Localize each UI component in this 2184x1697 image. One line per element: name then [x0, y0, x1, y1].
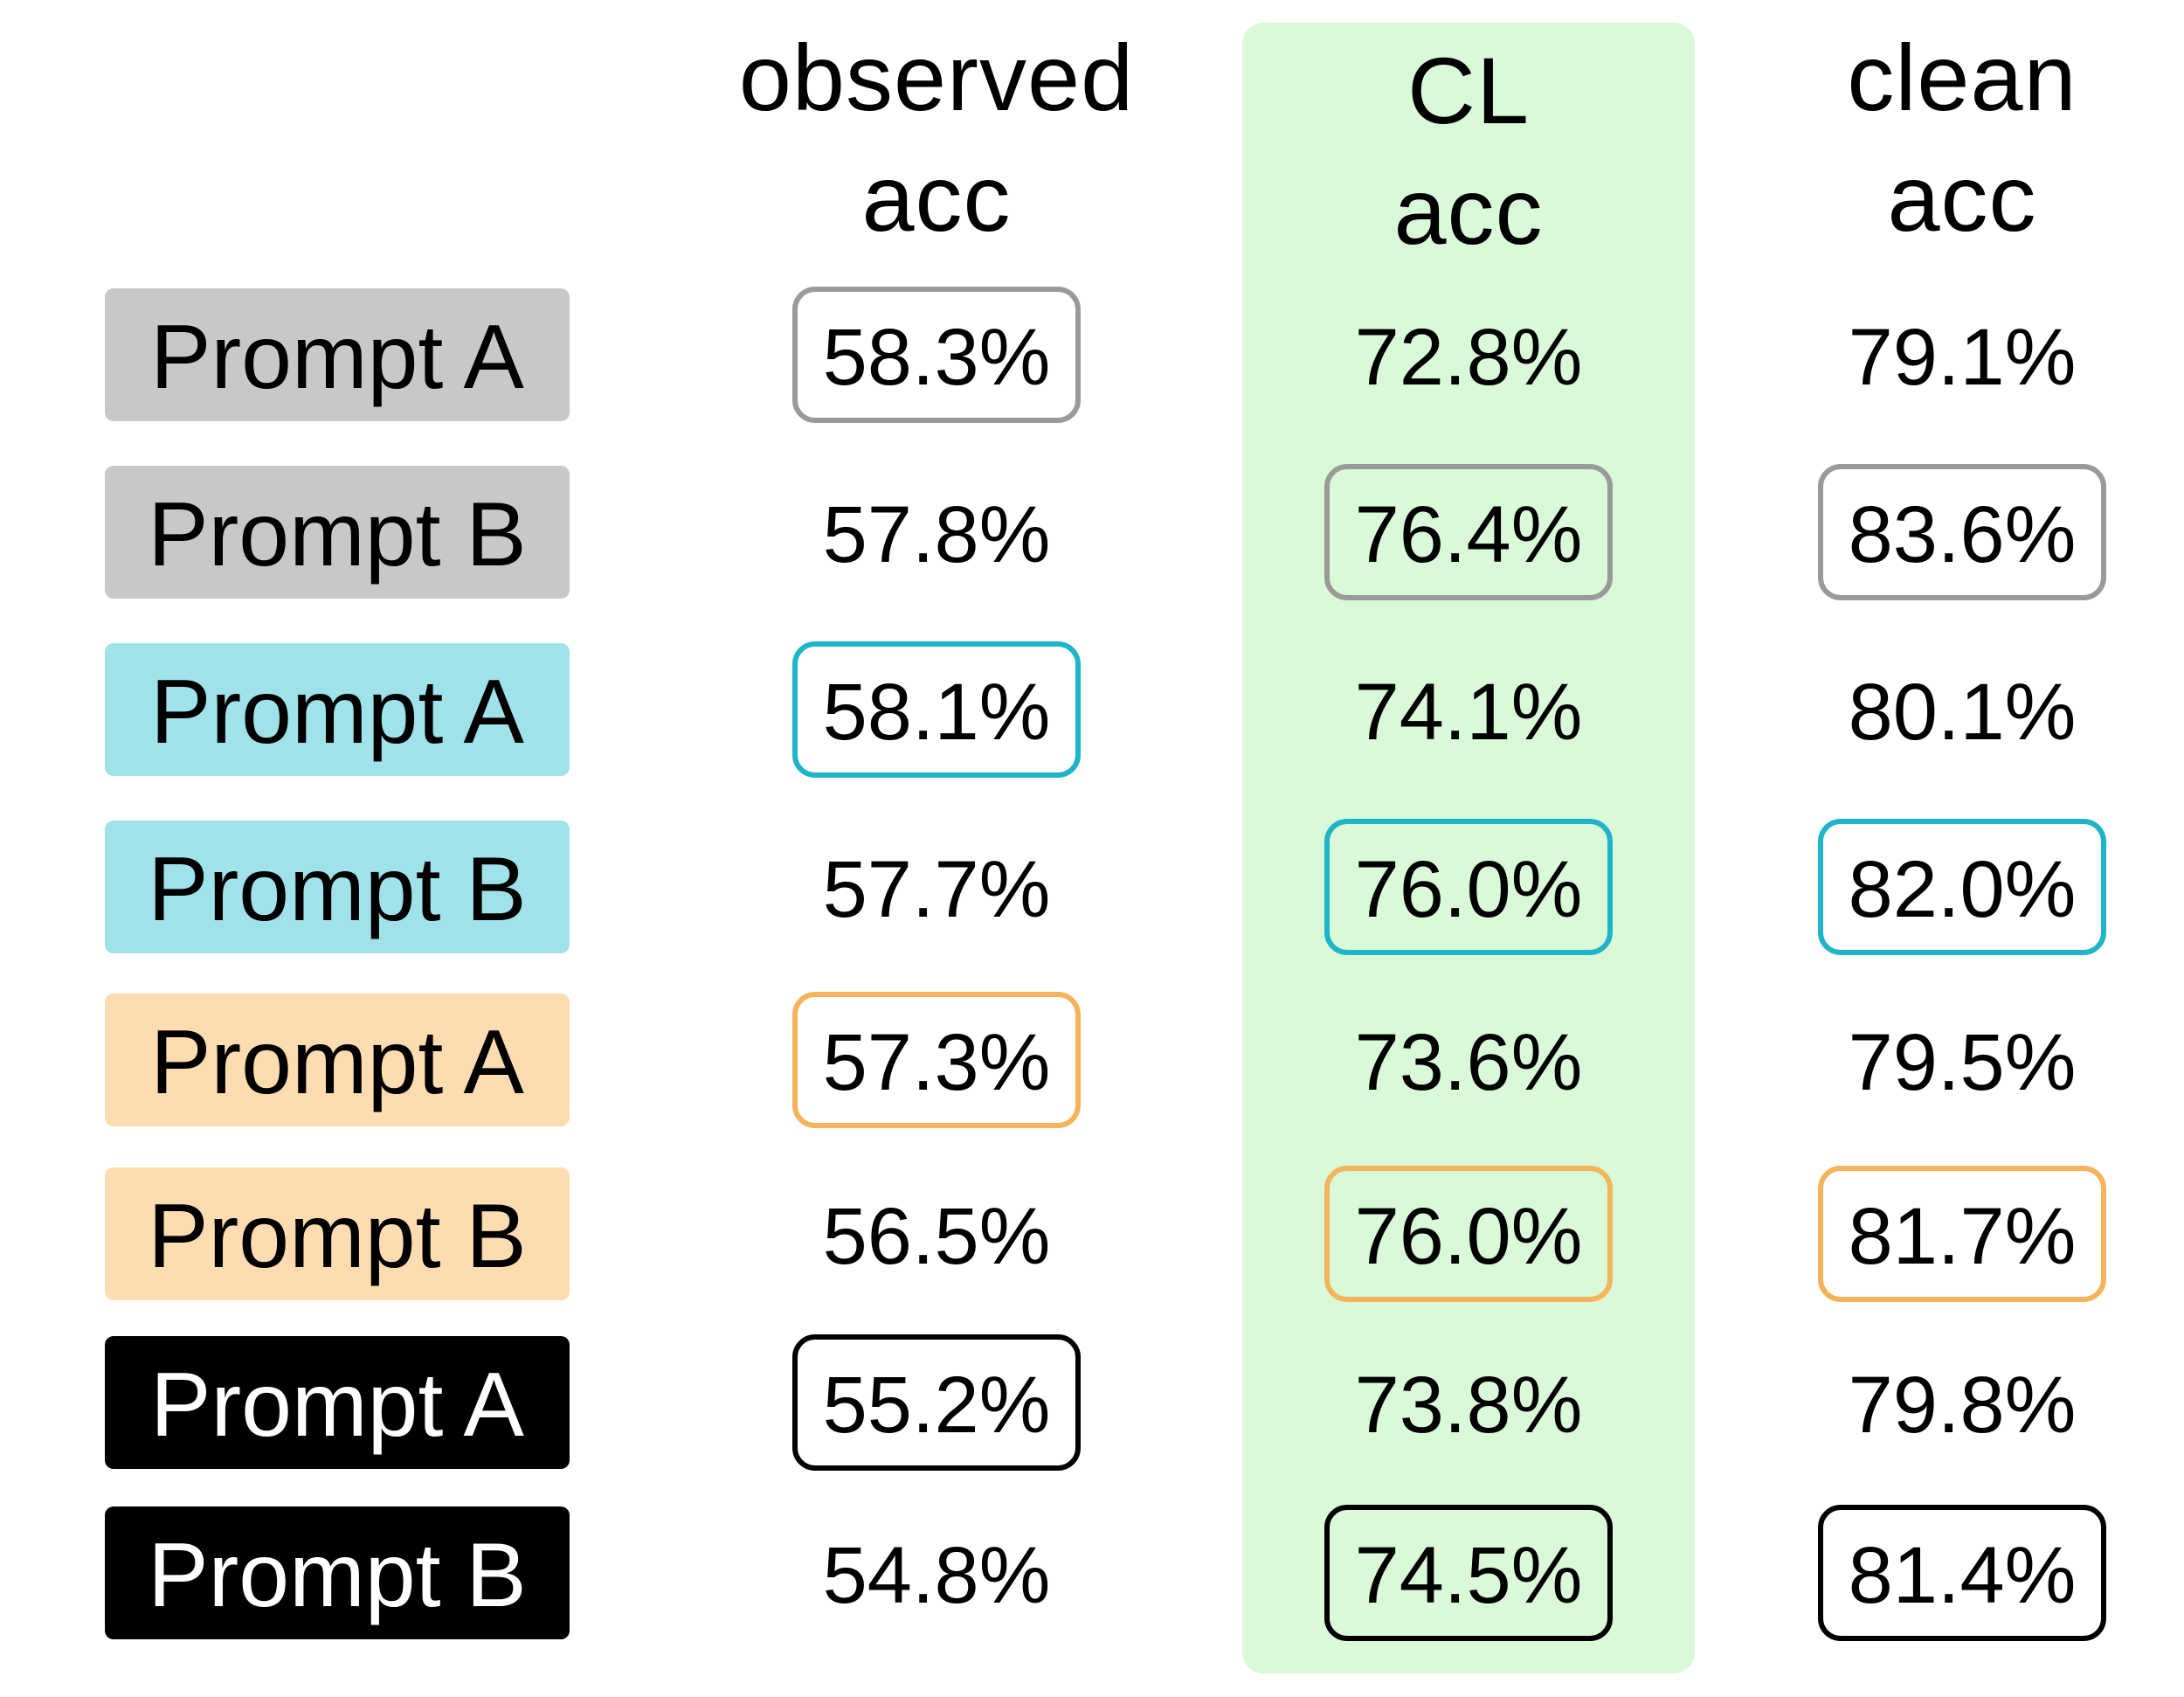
- value-cell-observed: 57.8%: [822, 490, 1051, 579]
- value-cell-observed: 58.1%: [792, 641, 1081, 778]
- column-header-cl-line-1: CL: [1406, 38, 1531, 143]
- value-cell-cl: 73.6%: [1354, 1018, 1583, 1107]
- row-label: Prompt B: [105, 466, 570, 599]
- column-header-clean-line-1: clean: [1847, 24, 2077, 130]
- value-cell-cl: 73.8%: [1354, 1361, 1583, 1450]
- value-cell-cl: 76.0%: [1324, 1166, 1613, 1302]
- row-label: Prompt B: [105, 821, 570, 953]
- column-header-clean-line-2: acc: [1887, 145, 2037, 251]
- column-header-clean: clean acc: [1717, 17, 2184, 259]
- value-cell-clean: 79.8%: [1848, 1361, 2077, 1450]
- row-label: Prompt A: [105, 994, 570, 1126]
- column-header-observed: observed acc: [692, 17, 1181, 259]
- value-cell-cl: 74.5%: [1324, 1505, 1613, 1641]
- column-header-cl: CL acc: [1224, 31, 1713, 272]
- row-label: Prompt A: [105, 1336, 570, 1469]
- value-cell-clean: 81.7%: [1818, 1166, 2106, 1302]
- value-cell-clean: 81.4%: [1818, 1505, 2106, 1641]
- row-label: Prompt B: [105, 1507, 570, 1639]
- column-header-observed-line-2: acc: [861, 145, 1012, 251]
- value-cell-clean: 79.1%: [1848, 313, 2077, 402]
- value-cell-observed: 57.3%: [792, 992, 1081, 1128]
- value-cell-observed: 58.3%: [792, 287, 1081, 423]
- value-cell-clean: 80.1%: [1848, 668, 2077, 757]
- column-header-observed-line-1: observed: [738, 24, 1135, 130]
- value-cell-clean: 83.6%: [1818, 464, 2106, 600]
- value-cell-observed: 54.8%: [822, 1531, 1051, 1620]
- value-cell-clean: 79.5%: [1848, 1018, 2077, 1107]
- value-cell-cl: 76.0%: [1324, 819, 1613, 955]
- value-cell-cl: 72.8%: [1354, 313, 1583, 402]
- value-cell-cl: 76.4%: [1324, 464, 1613, 600]
- column-header-cl-line-2: acc: [1393, 158, 1544, 264]
- value-cell-observed: 56.5%: [822, 1192, 1051, 1281]
- value-cell-cl: 74.1%: [1354, 668, 1583, 757]
- row-label: Prompt A: [105, 288, 570, 421]
- value-cell-observed: 57.7%: [822, 845, 1051, 934]
- row-label: Prompt A: [105, 643, 570, 776]
- value-cell-observed: 55.2%: [792, 1334, 1081, 1471]
- value-cell-clean: 82.0%: [1818, 819, 2106, 955]
- row-label: Prompt B: [105, 1167, 570, 1300]
